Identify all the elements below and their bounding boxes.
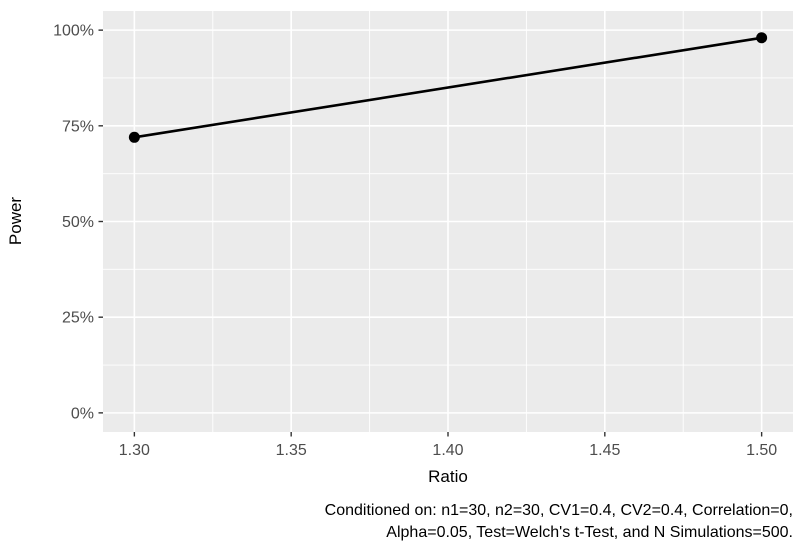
y-axis-title: Power bbox=[6, 196, 25, 246]
data-point bbox=[756, 32, 768, 44]
x-tick-label: 1.40 bbox=[432, 442, 463, 459]
y-tick-label: 25% bbox=[62, 310, 94, 327]
caption-line-1: Conditioned on: n1=30, n2=30, CV1=0.4, C… bbox=[324, 502, 793, 519]
data-line bbox=[134, 36, 762, 139]
data-point bbox=[128, 131, 140, 143]
y-tick-label: 0% bbox=[71, 405, 94, 422]
chart-caption: Conditioned on: n1=30, n2=30, CV1=0.4, C… bbox=[325, 500, 793, 544]
caption-line-2: Alpha=0.05, Test=Welch's t-Test, and N S… bbox=[386, 524, 793, 541]
x-axis-title: Ratio bbox=[428, 467, 468, 486]
x-tick-label: 1.30 bbox=[119, 442, 150, 459]
x-tick-label: 1.45 bbox=[589, 442, 620, 459]
y-tick-label: 50% bbox=[62, 214, 94, 231]
y-tick-label: 100% bbox=[53, 23, 94, 40]
y-tick-label: 75% bbox=[62, 118, 94, 135]
x-tick-label: 1.50 bbox=[746, 442, 777, 459]
x-tick-label: 1.35 bbox=[276, 442, 307, 459]
